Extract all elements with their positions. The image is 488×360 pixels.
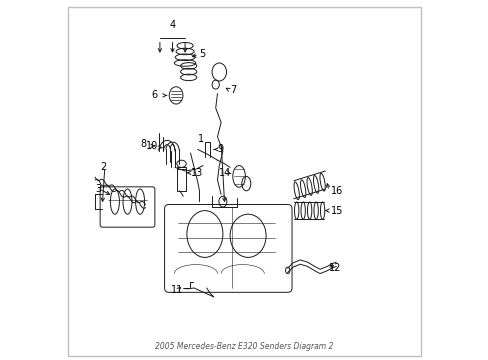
- Text: 2005 Mercedes-Benz E320 Senders Diagram 2: 2005 Mercedes-Benz E320 Senders Diagram …: [155, 342, 333, 351]
- Text: 14: 14: [219, 168, 231, 178]
- Text: 15: 15: [330, 206, 343, 216]
- Text: 1: 1: [198, 134, 204, 144]
- Text: 4: 4: [169, 20, 175, 30]
- Text: 8: 8: [140, 139, 146, 149]
- Text: 6: 6: [151, 90, 157, 100]
- Text: 16: 16: [330, 186, 343, 196]
- Text: 10: 10: [145, 141, 158, 151]
- Text: 12: 12: [328, 263, 341, 273]
- Text: 2: 2: [101, 162, 106, 172]
- Text: 13: 13: [190, 168, 203, 178]
- Bar: [177, 167, 186, 191]
- Text: 7: 7: [230, 85, 236, 95]
- Text: 9: 9: [217, 144, 223, 154]
- Text: 11: 11: [170, 285, 183, 295]
- Text: 5: 5: [199, 49, 205, 59]
- Text: 3: 3: [95, 184, 101, 194]
